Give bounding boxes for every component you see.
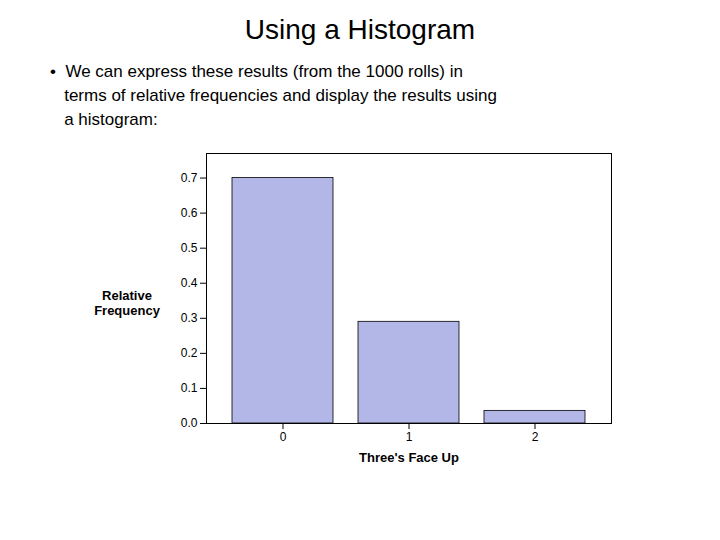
html-text:Relative: Relative	[102, 288, 152, 303]
svg-text:0: 0	[280, 430, 287, 444]
svg-text:0.2: 0.2	[181, 346, 198, 360]
svg-text:Three's Face Up: Three's Face Up	[359, 450, 459, 465]
svg-text:0.0: 0.0	[181, 416, 198, 430]
svg-text:1: 1	[406, 430, 413, 444]
html-text:Using a Histogram: Using a Histogram	[244, 14, 476, 45]
html-text:Frequency: Frequency	[94, 303, 160, 318]
svg-text:0.5: 0.5	[181, 241, 198, 255]
svg-text:0.3: 0.3	[181, 311, 198, 325]
html-text:a histogram:: a histogram:	[50, 110, 158, 129]
svg-text:0.1: 0.1	[181, 381, 198, 395]
svg-text:0.4: 0.4	[181, 276, 198, 290]
html-text:• We can express these results: • We can express these results (from the…	[50, 62, 463, 81]
svg-text:0.7: 0.7	[181, 171, 198, 185]
html-text:terms of relative frequencies: terms of relative frequencies and displa…	[50, 86, 497, 105]
svg-text:2: 2	[532, 430, 539, 444]
svg-text:0.6: 0.6	[181, 206, 198, 220]
